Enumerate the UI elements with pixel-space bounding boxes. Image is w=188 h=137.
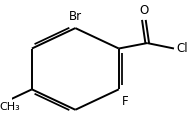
Text: Br: Br (69, 10, 82, 23)
Text: Cl: Cl (176, 42, 188, 55)
Text: F: F (122, 95, 129, 108)
Text: CH₃: CH₃ (0, 102, 20, 112)
Text: O: O (139, 4, 149, 17)
